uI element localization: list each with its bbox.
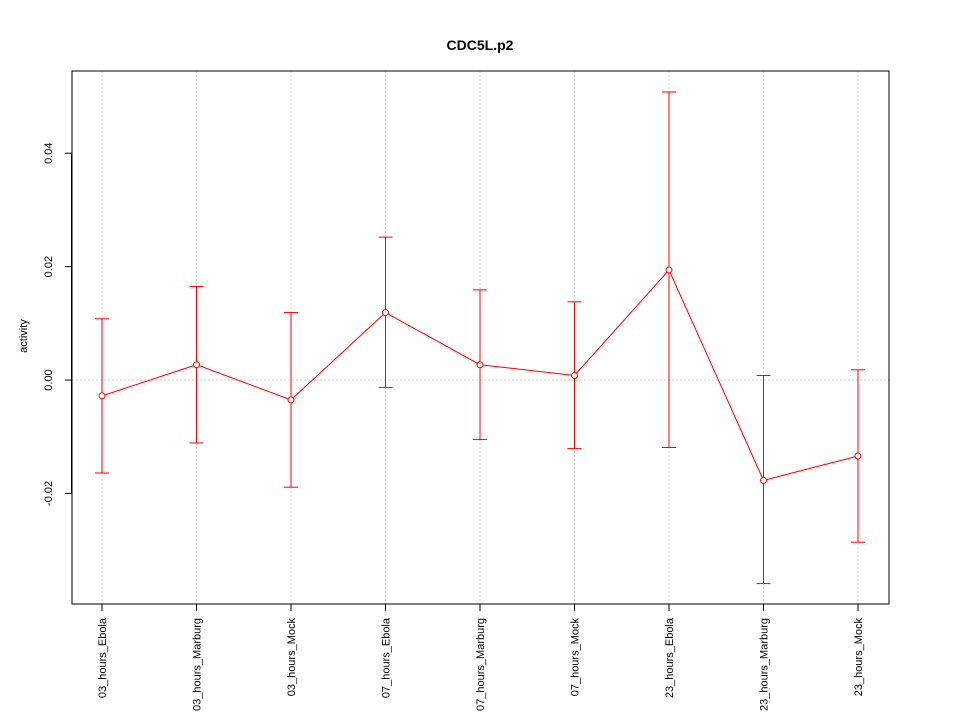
x-tick-label: 03_hours_Marburg — [192, 618, 204, 711]
data-point — [193, 361, 200, 369]
x-axis: 03_hours_Ebola 03_hours_Marburg 03_hours_M… — [97, 604, 865, 711]
data-point — [476, 361, 484, 369]
x-tick-label: 23_hours_Marburg — [759, 618, 771, 711]
x-tick-label: 03_hours_Ebola — [97, 617, 109, 698]
y-axis-label: activity — [18, 319, 30, 353]
x-tick-label: 07_hours_Ebola — [381, 617, 393, 698]
data-point — [287, 396, 295, 404]
data-point — [665, 266, 673, 274]
x-tick-label: 07_hours_Marburg — [475, 618, 487, 711]
data-point — [760, 476, 767, 484]
data-point — [854, 452, 862, 460]
y-axis: -0.02 0.00 0.02 0.04 — [43, 143, 72, 506]
x-tick-label: 23_hours_Ebola — [664, 617, 676, 698]
x-tick-label: 07_hours_Mock — [570, 618, 582, 697]
x-tick-label: 23_hours_Mock — [853, 618, 865, 697]
y-tick-label: 0.02 — [43, 256, 55, 277]
y-tick-label: 0.00 — [43, 369, 55, 390]
data-point — [98, 392, 106, 400]
data-point — [571, 371, 578, 379]
chart-title: CDC5L.p2 — [447, 37, 514, 53]
y-tick-label: -0.02 — [43, 481, 55, 506]
error-bars — [95, 91, 865, 585]
data-point — [382, 309, 389, 317]
x-tick-label: 03_hours_Mock — [286, 618, 298, 697]
data-points — [98, 266, 862, 484]
y-tick-label: 0.04 — [43, 143, 55, 164]
